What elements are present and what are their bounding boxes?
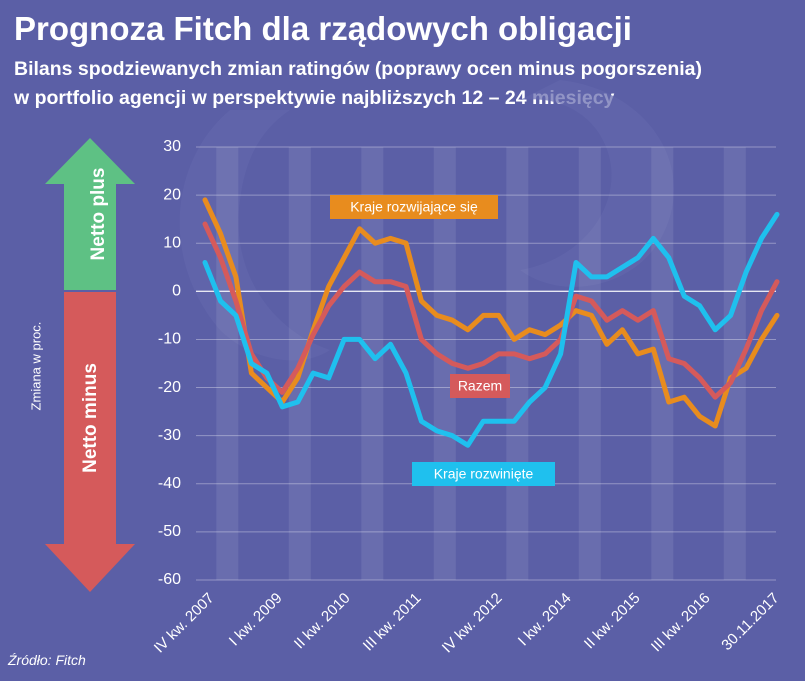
x-tick-label: 30.11.2017 xyxy=(718,590,782,654)
vertical-band xyxy=(723,147,746,580)
y-tick-label: -30 xyxy=(158,427,181,444)
up-arrow-icon xyxy=(45,138,135,290)
series-annotations: Kraje rozwijające się Razem Kraje rozwinię… xyxy=(330,195,555,486)
down-arrow-icon xyxy=(45,292,135,592)
series-line-developing xyxy=(202,197,780,429)
series-line-total xyxy=(202,221,780,400)
annotation-label: Kraje rozwijające się xyxy=(350,199,478,215)
x-tick-label: IV kw. 2007 xyxy=(151,590,218,657)
netto-plus-arrow: Netto plus xyxy=(45,138,135,290)
vertical-band xyxy=(361,147,384,580)
annotation-box xyxy=(330,195,498,219)
netto-plus-label: Netto plus xyxy=(88,168,109,261)
vertical-band xyxy=(216,147,239,580)
x-tick-label: III kw. 2016 xyxy=(648,590,714,656)
annotation-label: Kraje rozwinięte xyxy=(434,466,534,482)
chart-subtitle-line-2: w portfolio agencji w perspektywie najbl… xyxy=(14,87,615,109)
y-tick-label: -20 xyxy=(158,379,181,396)
x-tick-label: IV kw. 2012 xyxy=(439,590,506,657)
x-tick-label: II kw. 2010 xyxy=(291,590,354,653)
vertical-band xyxy=(651,147,674,580)
series-lines xyxy=(202,197,780,448)
x-tick-label: III kw. 2011 xyxy=(360,590,425,655)
netto-minus-arrow: Netto minus xyxy=(45,292,135,592)
netto-minus-label: Netto minus xyxy=(80,363,101,473)
annotation-label: Razem xyxy=(458,378,502,394)
y-tick-label: 0 xyxy=(172,283,181,300)
x-axis-tick-labels: IV kw. 2007 I kw. 2009 II kw. 2010 III kw. … xyxy=(151,590,783,657)
y-tick-label: 20 xyxy=(163,186,181,203)
chart-subtitle-line-1: Bilans spodziewanych zmian ratingów (pop… xyxy=(14,58,703,80)
series-line-developed xyxy=(202,211,780,448)
y-axis-tick-labels: 30 20 10 0 -10 -20 -30 -40 -50 -60 xyxy=(158,138,181,588)
y-tick-label: 10 xyxy=(163,234,181,251)
y-tick-label: -60 xyxy=(158,571,181,588)
annotation-total: Razem xyxy=(450,374,510,398)
y-tick-label: -10 xyxy=(158,331,181,348)
x-tick-label: I kw. 2009 xyxy=(226,590,286,650)
annotation-developed: Kraje rozwinięte xyxy=(412,462,555,486)
y-tick-label: -40 xyxy=(158,475,181,492)
annotation-developing: Kraje rozwijające się xyxy=(330,195,498,219)
vertical-band xyxy=(506,147,529,580)
y-tick-label: 30 xyxy=(163,138,181,155)
annotation-box xyxy=(450,374,510,398)
vertical-band xyxy=(578,147,601,580)
annotation-box xyxy=(412,462,555,486)
chart-title: Prognoza Fitch dla rządowych obligacji xyxy=(14,10,632,47)
x-tick-label: II kw. 2015 xyxy=(581,590,644,653)
x-tick-label: I kw. 2014 xyxy=(515,590,575,650)
y-tick-label: -50 xyxy=(158,523,181,540)
y-axis-label: Zmiana w proc. xyxy=(28,322,43,411)
source-note: Źródło: Fitch xyxy=(8,652,86,668)
